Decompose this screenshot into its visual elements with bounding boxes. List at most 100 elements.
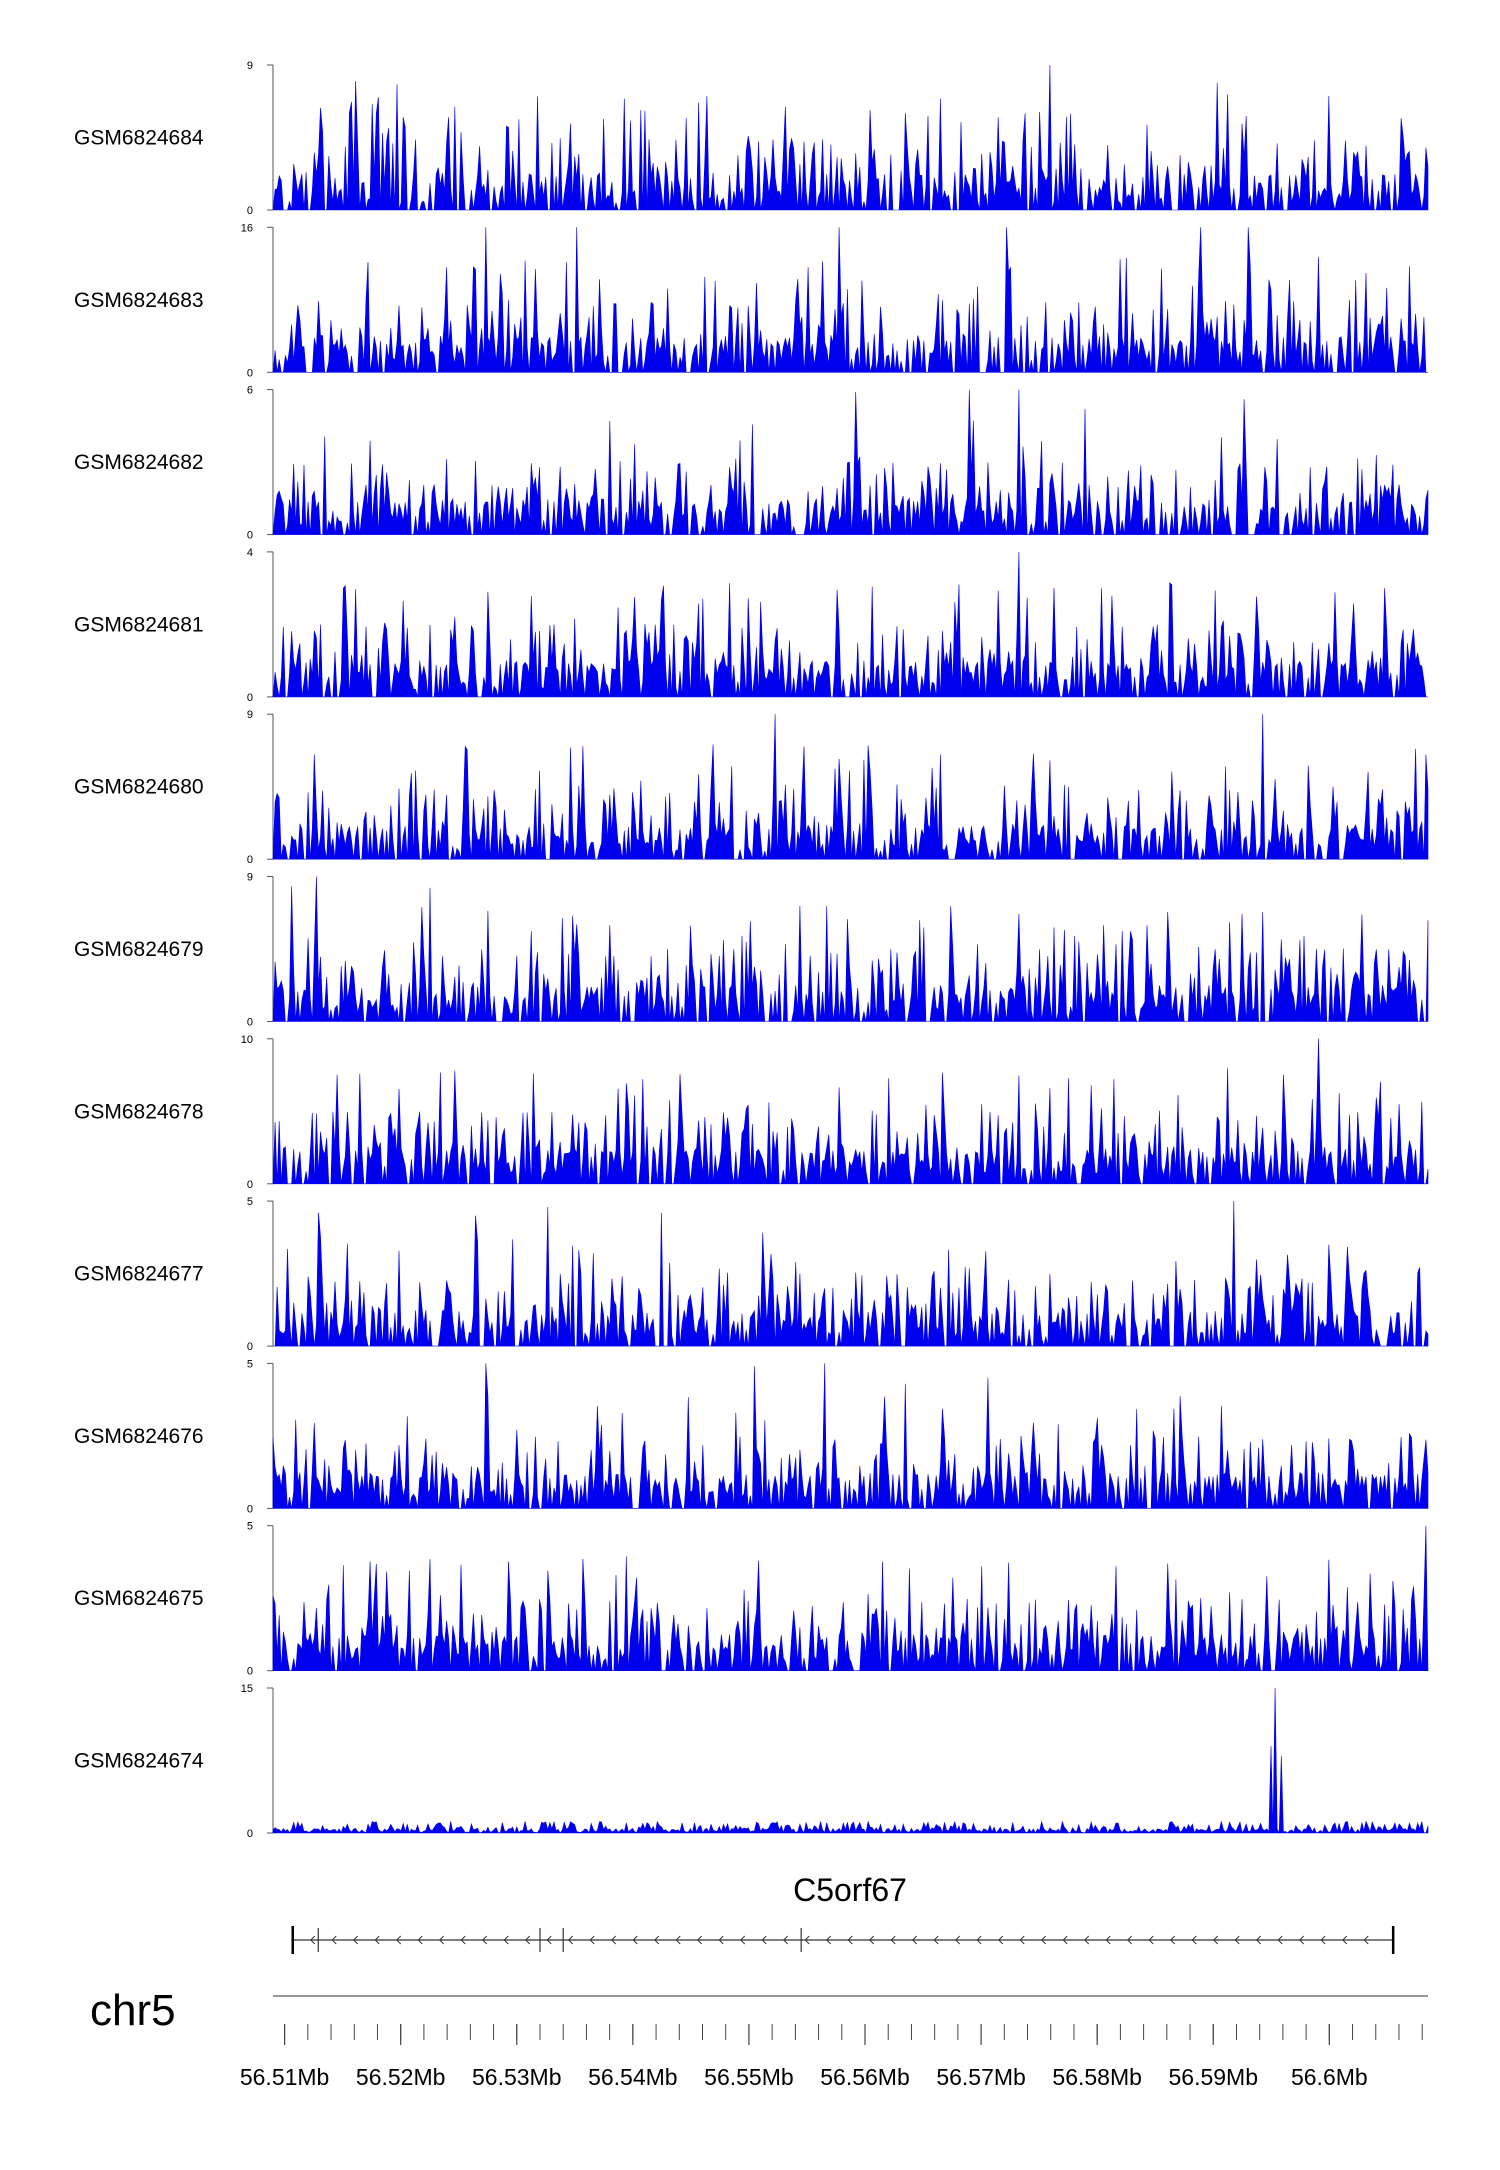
y-max-label: 9 — [247, 60, 253, 72]
track-label: GSM6824677 — [74, 1263, 204, 1286]
track-label: GSM6824681 — [74, 613, 204, 636]
signal-area — [272, 1687, 1429, 1834]
track-GSM6824674: GSM6824674 15 0 — [74, 1683, 1429, 1840]
strand-arrow — [460, 1935, 466, 1945]
strand-arrow — [1170, 1935, 1176, 1945]
strand-arrow — [482, 1935, 488, 1945]
strand-arrow — [1320, 1935, 1326, 1945]
signal-area — [272, 1363, 1429, 1509]
strand-arrow — [331, 1935, 337, 1945]
strand-arrow — [1019, 1935, 1025, 1945]
y-min-label: 0 — [247, 530, 253, 542]
y-max-label: 4 — [247, 547, 253, 559]
track-label: GSM6824674 — [74, 1750, 204, 1773]
strand-arrow — [525, 1935, 531, 1945]
y-max-label: 10 — [241, 1034, 253, 1046]
track-GSM6824682: GSM6824682 6 0 — [74, 385, 1429, 542]
strand-arrow — [546, 1935, 552, 1945]
track-label: GSM6824683 — [74, 289, 204, 312]
axis-tick-label: 56.52Mb — [356, 2064, 446, 2090]
y-max-label: 5 — [247, 1196, 253, 1208]
strand-arrow — [912, 1935, 918, 1945]
strand-arrow — [933, 1935, 939, 1945]
strand-arrow — [697, 1935, 703, 1945]
axis-tick-label: 56.58Mb — [1052, 2064, 1142, 2090]
strand-arrow — [654, 1935, 660, 1945]
axis-tick-label: 56.55Mb — [704, 2064, 794, 2090]
y-min-label: 0 — [247, 205, 253, 217]
axis-tick-label: 56.54Mb — [588, 2064, 678, 2090]
strand-arrow — [783, 1935, 789, 1945]
track-label: GSM6824678 — [74, 1100, 204, 1123]
y-min-label: 0 — [247, 1503, 253, 1515]
track-GSM6824675: GSM6824675 5 0 — [74, 1521, 1429, 1678]
y-max-label: 15 — [241, 1683, 253, 1695]
track-label: GSM6824680 — [74, 776, 204, 799]
strand-arrow — [804, 1935, 810, 1945]
track-GSM6824684: GSM6824684 9 0 — [74, 60, 1429, 217]
strand-arrow — [1062, 1935, 1068, 1945]
strand-arrow — [890, 1935, 896, 1945]
strand-arrow — [1041, 1935, 1047, 1945]
track-label: GSM6824682 — [74, 451, 204, 474]
track-label: GSM6824679 — [74, 938, 204, 961]
strand-arrow — [310, 1935, 316, 1945]
chromosome-label: chr5 — [90, 1986, 176, 2035]
strand-arrow — [396, 1935, 402, 1945]
y-max-label: 5 — [247, 1521, 253, 1533]
strand-arrow — [503, 1935, 509, 1945]
strand-arrow — [718, 1935, 724, 1945]
y-min-label: 0 — [247, 367, 253, 379]
y-min-label: 0 — [247, 1017, 253, 1029]
signal-area — [272, 714, 1429, 860]
track-label: GSM6824675 — [74, 1587, 204, 1610]
track-GSM6824676: GSM6824676 5 0 — [74, 1358, 1429, 1515]
strand-arrow — [675, 1935, 681, 1945]
axis-tick-label: 56.56Mb — [820, 2064, 910, 2090]
strand-arrow — [632, 1935, 638, 1945]
strand-arrow — [1148, 1935, 1154, 1945]
strand-arrow — [1342, 1935, 1348, 1945]
strand-arrow — [998, 1935, 1004, 1945]
strand-arrow — [611, 1935, 617, 1945]
track-GSM6824679: GSM6824679 9 0 — [74, 872, 1429, 1029]
strand-arrow — [761, 1935, 767, 1945]
gene-model — [291, 1926, 1395, 1954]
track-GSM6824677: GSM6824677 5 0 — [74, 1196, 1429, 1353]
strand-arrow — [976, 1935, 982, 1945]
genome-axis-track: chr5 56.51Mb 56.52Mb 56.53Mb 56.54Mb 56.55Mb… — [90, 1986, 1428, 2090]
gene-label: C5orf67 — [793, 1872, 907, 1908]
y-min-label: 0 — [247, 1666, 253, 1678]
signal-area — [272, 876, 1429, 1022]
signal-area — [272, 227, 1428, 373]
signal-area — [273, 1201, 1429, 1347]
y-min-label: 0 — [247, 854, 253, 866]
axis-tick-label: 56.53Mb — [472, 2064, 562, 2090]
track-label: GSM6824684 — [74, 127, 204, 150]
strand-arrow — [417, 1935, 423, 1945]
track-label: GSM6824676 — [74, 1425, 204, 1448]
y-min-label: 0 — [247, 1828, 253, 1840]
signal-area — [272, 1038, 1429, 1185]
signal-area — [272, 389, 1429, 535]
y-max-label: 5 — [247, 1358, 253, 1370]
y-min-label: 0 — [247, 692, 253, 704]
gene-track: C5orf67 — [291, 1872, 1395, 1954]
y-min-label: 0 — [247, 1179, 253, 1191]
genome-axis-ticks: 56.51Mb 56.52Mb 56.53Mb 56.54Mb 56.55Mb 56.56… — [240, 2024, 1423, 2090]
signal-area — [272, 551, 1428, 698]
strand-arrow — [1105, 1935, 1111, 1945]
strand-arrow — [955, 1935, 961, 1945]
signal-area — [272, 1525, 1429, 1671]
strand-arrow — [740, 1935, 746, 1945]
strand-arrow — [1277, 1935, 1283, 1945]
strand-arrow — [826, 1935, 832, 1945]
strand-arrow — [1127, 1935, 1133, 1945]
axis-tick-label: 56.6Mb — [1291, 2064, 1368, 2090]
strand-arrow — [374, 1935, 380, 1945]
signal-tracks: GSM682468490GSM6824683160GSM682468260GSM… — [74, 60, 1429, 1840]
axis-tick-label: 56.51Mb — [240, 2064, 330, 2090]
y-max-label: 9 — [247, 709, 253, 721]
strand-arrow — [1256, 1935, 1262, 1945]
